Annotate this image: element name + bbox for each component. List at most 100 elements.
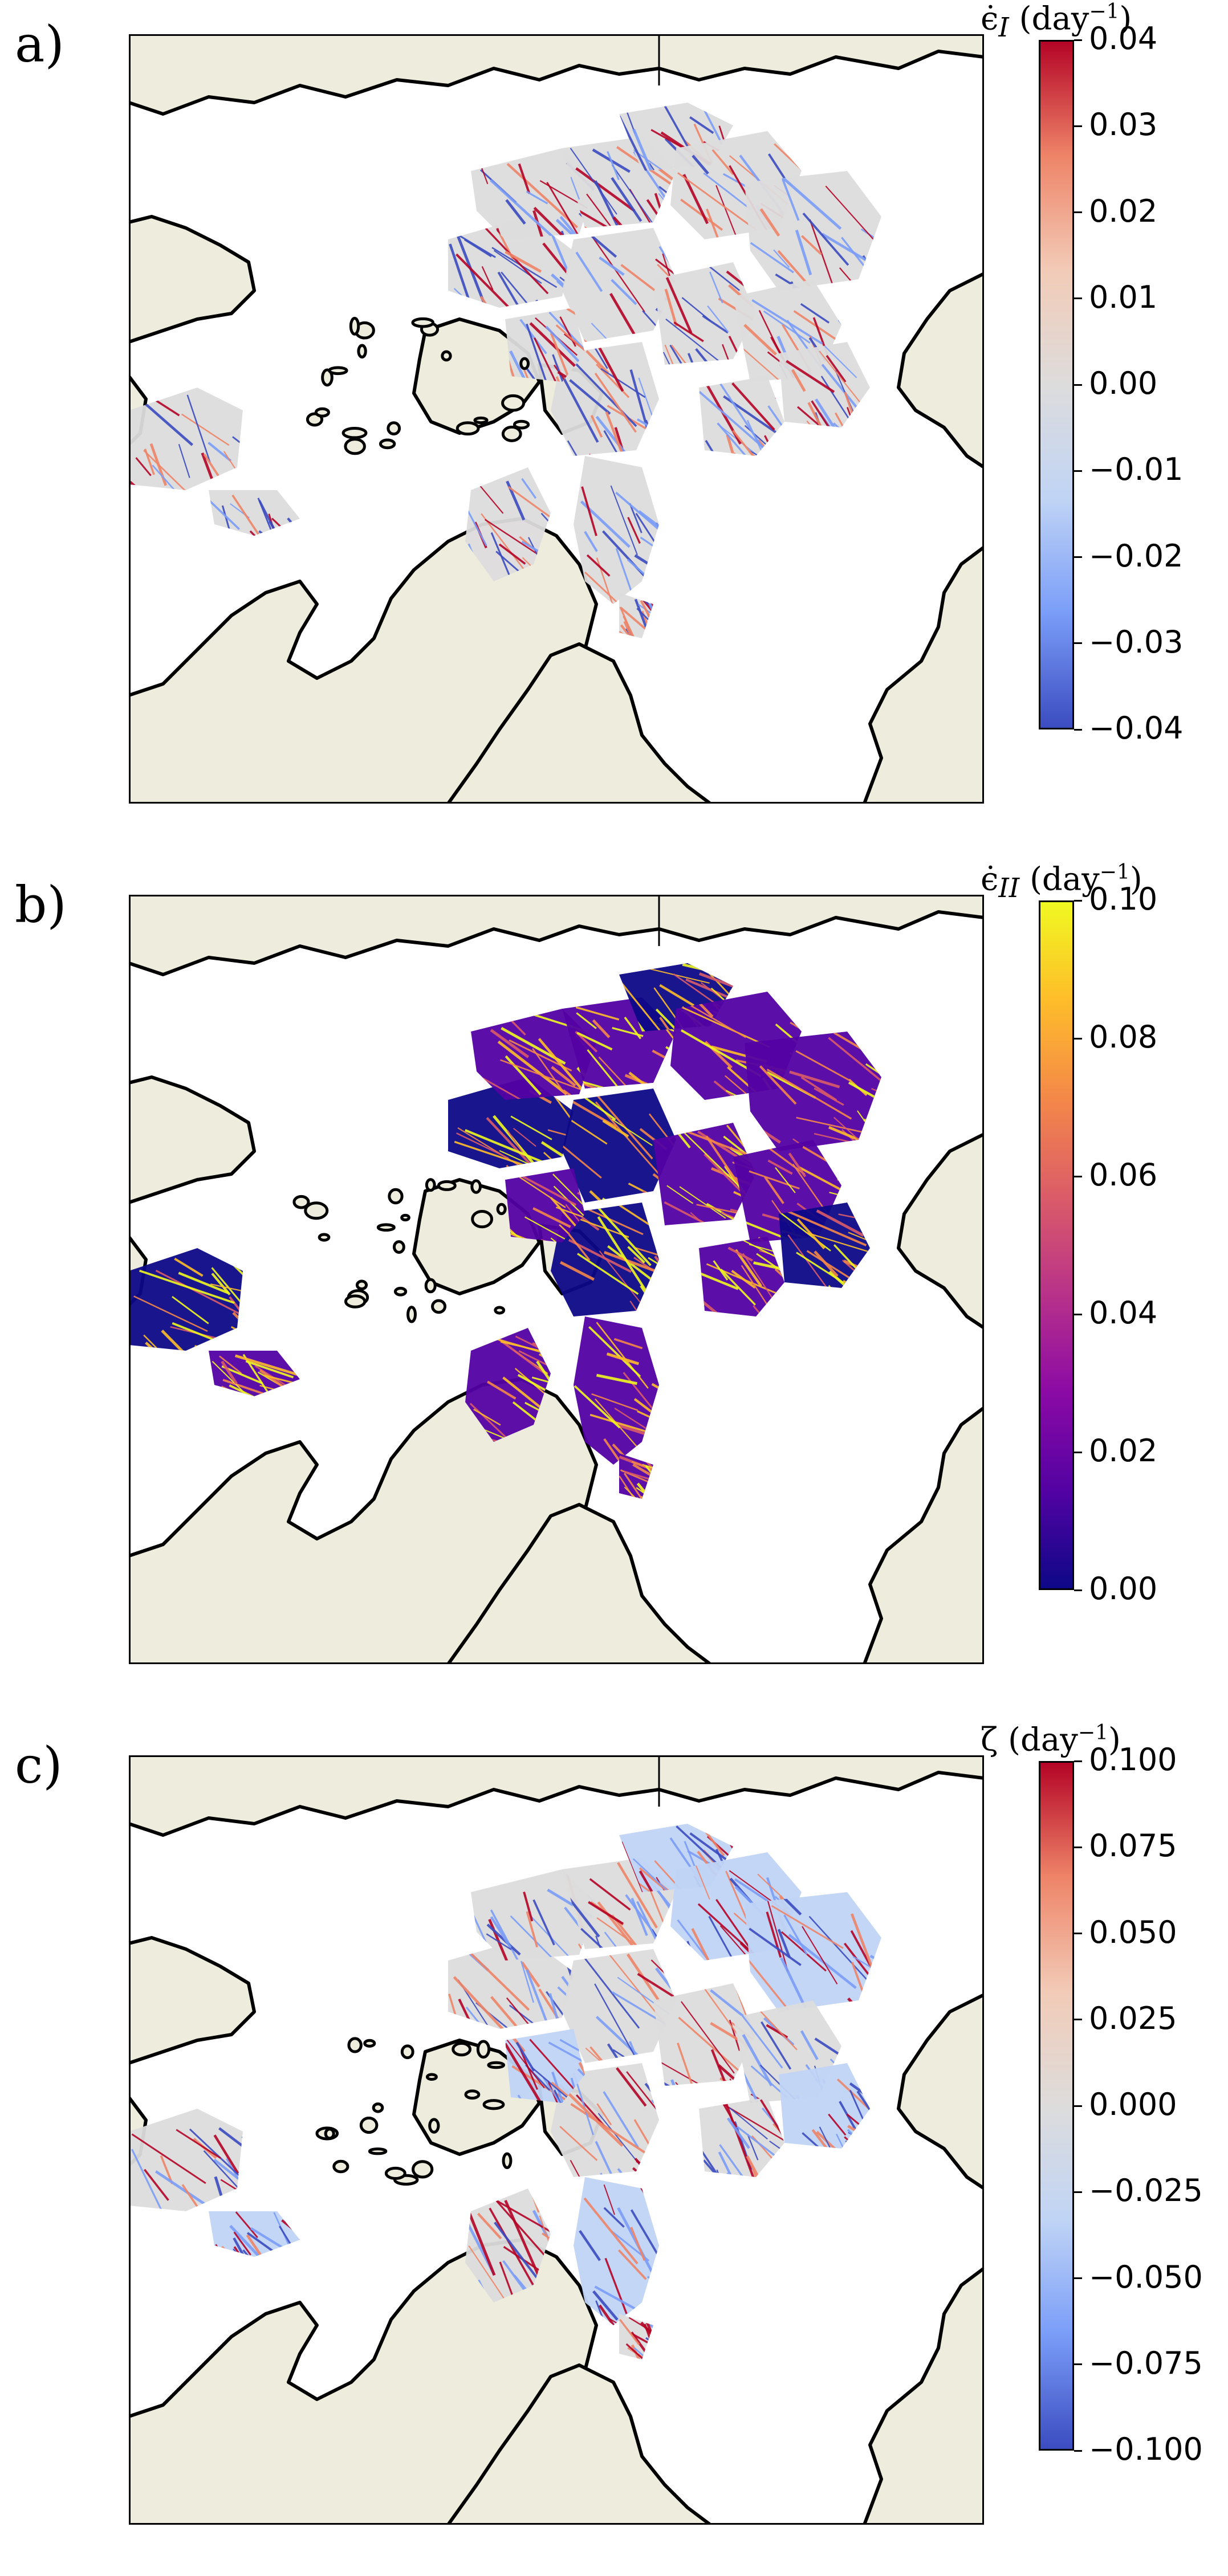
- lead-feature: [520, 1960, 535, 2003]
- lead-feature: [550, 332, 583, 382]
- lead-feature: [848, 1232, 870, 1244]
- lead-feature: [636, 608, 653, 638]
- lead-feature: [633, 2347, 653, 2359]
- lead-feature: [597, 1216, 650, 1297]
- lead-feature: [264, 1374, 300, 1396]
- tick-label: −0.01: [1089, 451, 1184, 488]
- lead-feature: [617, 2249, 647, 2280]
- map-frame: [129, 34, 984, 804]
- lead-feature: [502, 2260, 544, 2302]
- lead-feature: [603, 2207, 625, 2228]
- lead-feature: [144, 449, 155, 475]
- lead-feature: [719, 382, 765, 451]
- island: [431, 1299, 447, 1314]
- lead-feature: [547, 2080, 563, 2103]
- lead-feature: [560, 1261, 595, 1281]
- lead-feature: [594, 1983, 639, 2062]
- lead-feature: [233, 2237, 277, 2257]
- lead-feature: [573, 361, 637, 427]
- lead-feature: [139, 1269, 235, 1304]
- island: [314, 407, 330, 418]
- lead-feature: [575, 1006, 620, 1021]
- lead-feature: [808, 1915, 878, 1992]
- lead-feature: [824, 345, 857, 378]
- tick-mark: [1074, 1451, 1082, 1453]
- lead-feature: [565, 202, 654, 228]
- lead-feature: [553, 1185, 585, 1234]
- lead-feature: [659, 984, 695, 1007]
- lead-feature: [258, 500, 300, 536]
- lead-feature: [718, 2151, 759, 2177]
- lead-feature: [780, 1931, 827, 1972]
- tick-mark: [1074, 2363, 1082, 2366]
- lead-feature: [591, 323, 657, 342]
- panel-label: a): [15, 15, 64, 74]
- lead-feature: [614, 1408, 647, 1429]
- lead-feature: [796, 1116, 868, 1134]
- island: [494, 1306, 506, 1315]
- lead-feature: [526, 1911, 538, 1948]
- lead-feature: [796, 406, 856, 427]
- lead-feature: [640, 536, 659, 553]
- land-mass: [897, 1132, 984, 1330]
- lead-feature: [648, 1257, 659, 1288]
- lead-feature: [570, 148, 617, 215]
- lead-feature: [620, 264, 656, 291]
- lead-feature: [214, 2176, 224, 2200]
- lead-feature: [632, 128, 664, 171]
- lead-feature: [625, 2343, 653, 2359]
- map-frame: [129, 1755, 984, 2525]
- lead-feature: [551, 1066, 576, 1087]
- tick-mark: [1074, 2191, 1082, 2193]
- lead-feature: [181, 413, 230, 446]
- lead-feature: [811, 2129, 852, 2149]
- lead-feature: [578, 1949, 640, 2029]
- tick-label: 0.04: [1089, 1295, 1158, 1331]
- lead-feature: [816, 1209, 864, 1237]
- tick-label: −0.04: [1089, 710, 1184, 746]
- lead-feature: [828, 2113, 847, 2136]
- lead-feature: [569, 379, 611, 415]
- lead-feature: [756, 1253, 784, 1309]
- lead-feature: [458, 1998, 498, 2029]
- lead-feature: [723, 395, 784, 453]
- island: [393, 1286, 408, 1297]
- lead-feature: [852, 1956, 873, 1969]
- lead-feature: [498, 543, 526, 565]
- lead-feature: [561, 1976, 574, 2019]
- lead-feature: [506, 1997, 566, 2029]
- lead-feature: [542, 2077, 578, 2103]
- lead-feature: [700, 982, 733, 1032]
- lead-feature: [617, 1862, 658, 1929]
- tick-label: −0.050: [1089, 2259, 1203, 2295]
- lead-feature: [774, 143, 802, 205]
- lead-feature: [570, 2159, 611, 2177]
- lead-feature: [699, 1298, 754, 1316]
- lead-feature: [598, 1056, 631, 1089]
- swath-area: [465, 467, 551, 581]
- lead-feature: [779, 1211, 831, 1252]
- lead-feature: [850, 1930, 873, 1968]
- island: [502, 2152, 513, 2169]
- lead-feature: [497, 271, 531, 308]
- lead-feature: [155, 1269, 243, 1318]
- lead-feature: [506, 162, 579, 229]
- colorbar-ticks: 0.100 0.075 0.050 0.025 0.000 −0.025 −0.050 −0.…: [1074, 1742, 1222, 2467]
- tick-mark: [1074, 2449, 1082, 2452]
- colorbar-title: ζ (day−1): [981, 1721, 1121, 1759]
- lead-feature: [645, 1465, 653, 1491]
- lead-feature: [523, 364, 561, 382]
- lead-feature: [764, 1176, 784, 1204]
- land-mass: [446, 642, 712, 804]
- lead-feature: [143, 450, 198, 490]
- land-mass: [897, 1993, 984, 2190]
- lead-feature: [594, 373, 637, 433]
- swath-area: [448, 1077, 574, 1168]
- lead-feature: [719, 1925, 751, 1960]
- lead-feature: [665, 277, 693, 334]
- tick-label: 0.06: [1089, 1157, 1158, 1193]
- lead-feature: [186, 394, 211, 463]
- lead-feature: [477, 2212, 502, 2240]
- lead-feature: [449, 243, 470, 301]
- lead-feature: [655, 1967, 673, 1989]
